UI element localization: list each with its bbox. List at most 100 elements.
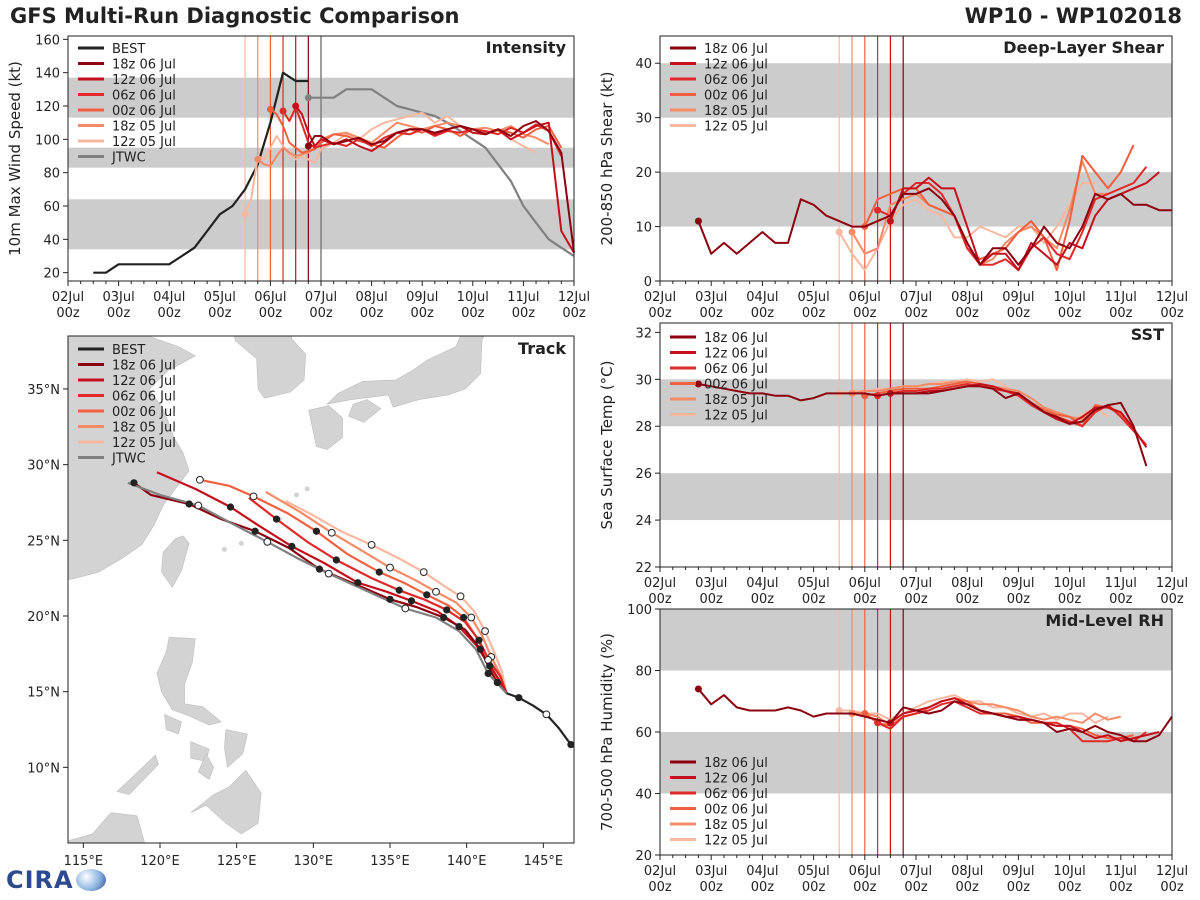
track-position-open-dot	[327, 528, 336, 537]
rh-ytick-label: 60	[635, 726, 652, 741]
track-position-open-dot	[456, 592, 465, 601]
sst-panel: 22242628303202Jul00z03Jul00z04Jul00z05Ju…	[598, 322, 1188, 607]
shear-series-start-dot	[848, 228, 856, 236]
rh-ytick-label: 40	[635, 788, 652, 803]
track-xtick-label: 125°E	[217, 854, 257, 869]
sst-xtick-date: 04Jul	[746, 576, 778, 591]
ryukyu-island	[238, 540, 244, 546]
track-position-open-dot	[194, 501, 203, 510]
track-position-dot	[407, 597, 416, 605]
sst-xtick-hour: 00z	[1160, 592, 1184, 607]
track-position-dot	[440, 613, 448, 622]
shear-xtick-hour: 00z	[751, 306, 775, 321]
sst-title: SST	[1131, 325, 1164, 344]
track-legend-label: 18z 06 Jul	[112, 359, 176, 374]
sst-xtick-date: 08Jul	[951, 576, 983, 591]
rh-legend-label: 18z 05 Jul	[704, 818, 768, 833]
palawan-landmass	[116, 754, 159, 795]
shear-xtick-hour: 00z	[1160, 306, 1184, 321]
sst-xtick-hour: 00z	[904, 592, 928, 607]
track-legend-label: 00z 06 Jul	[112, 405, 176, 420]
track-position-dot	[493, 678, 501, 687]
shear-xtick-date: 09Jul	[1002, 290, 1034, 305]
intensity-ytick-label: 160	[35, 33, 60, 48]
track-position-dot	[476, 645, 485, 653]
sst-xtick-date: 02Jul	[644, 576, 676, 591]
track-xtick-label: 130°E	[294, 854, 334, 869]
intensity-series-start-dot	[254, 155, 262, 163]
track-panel: 115°E 120°E 125°E 130°E 135°E 140°E 145°E 10°N 1…	[27, 335, 575, 869]
track-position-dot	[475, 636, 483, 644]
shear-ytick-label: 10	[635, 221, 652, 236]
rh-xtick-date: 10Jul	[1053, 864, 1085, 879]
intensity-ytick-label: 60	[43, 200, 60, 215]
rh-xtick-hour: 00z	[648, 880, 672, 895]
sst-legend-label: 18z 05 Jul	[704, 393, 768, 408]
rh-xtick-hour: 00z	[700, 880, 724, 895]
intensity-title: Intensity	[486, 38, 567, 57]
sst-ylabel: Sea Surface Temp (°C)	[598, 360, 616, 529]
sst-legend-label: 12z 05 Jul	[704, 409, 768, 424]
track-position-dot	[455, 622, 463, 631]
intensity-xtick-date: 10Jul	[457, 290, 489, 305]
track-xtick-label: 115°E	[64, 854, 104, 869]
track-position-open-dot	[367, 540, 376, 549]
intensity-ytick-label: 120	[35, 100, 60, 115]
intensity-xtick-hour: 00z	[562, 306, 586, 321]
logo-globe-icon	[75, 869, 106, 891]
intensity-ytick-label: 20	[43, 267, 60, 282]
sst-ytick-label: 32	[635, 326, 652, 341]
intensity-ytick-label: 40	[43, 233, 60, 248]
rh-xtick-hour: 00z	[1007, 880, 1031, 895]
sst-xtick-hour: 00z	[1058, 592, 1082, 607]
rh-series-start-dot	[694, 685, 702, 693]
borneo-landmass	[68, 812, 146, 843]
rh-ytick-label: 100	[627, 603, 652, 618]
shear-xtick-hour: 00z	[802, 306, 826, 321]
track-position-dot	[423, 591, 431, 599]
intensity-series-start-dot	[304, 142, 312, 150]
track-position-open-dot	[401, 604, 410, 613]
intensity-xtick-hour: 00z	[360, 306, 384, 321]
sst-xtick-hour: 00z	[956, 592, 980, 607]
track-position-open-dot	[324, 569, 333, 578]
shear-xtick-date: 03Jul	[695, 290, 727, 305]
sst-xtick-date: 03Jul	[695, 576, 727, 591]
rh-ytick-label: 80	[635, 665, 652, 680]
track-xtick-label: 120°E	[140, 854, 180, 869]
track-ytick-label: 10°N	[27, 761, 60, 776]
track-line	[127, 481, 508, 694]
rh-legend-label: 12z 05 Jul	[704, 834, 768, 849]
intensity-xtick-hour: 00z	[208, 306, 232, 321]
track-frame	[67, 335, 575, 844]
track-legend-label: 12z 06 Jul	[112, 374, 176, 389]
rh-xtick-hour: 00z	[956, 880, 980, 895]
intensity-xtick-date: 08Jul	[355, 290, 387, 305]
track-ytick-label: 35°N	[27, 383, 60, 398]
intensity-ylabel: 10m Max Wind Speed (kt)	[6, 61, 24, 256]
shear-ytick-label: 0	[644, 275, 652, 290]
rh-series-start-dot	[835, 706, 843, 714]
intensity-legend-label: BEST	[112, 42, 145, 57]
track-position-dot	[130, 479, 138, 487]
shear-xtick-hour: 00z	[1109, 306, 1133, 321]
rh-xtick-date: 09Jul	[1002, 864, 1034, 879]
shikoku-landmass	[348, 399, 382, 423]
sst-xtick-hour: 00z	[853, 592, 877, 607]
rh-legend-label: 00z 06 Jul	[704, 803, 768, 818]
sst-xtick-hour: 00z	[1007, 592, 1031, 607]
intensity-xtick-date: 12Jul	[558, 290, 590, 305]
shear-legend-label: 18z 06 Jul	[704, 42, 768, 57]
track-map-area	[68, 336, 574, 843]
shear-ytick-label: 20	[635, 166, 652, 181]
track-position-dot	[375, 568, 383, 576]
rh-legend-label: 06z 06 Jul	[704, 787, 768, 802]
rh-legend-label: 18z 06 Jul	[704, 756, 768, 771]
sst-legend-label: 12z 06 Jul	[704, 347, 768, 362]
shear-legend-label: 06z 06 Jul	[704, 73, 768, 88]
mindoro-landmass	[164, 713, 182, 735]
sst-xtick-hour: 00z	[700, 592, 724, 607]
sst-xtick-date: 05Jul	[797, 576, 829, 591]
mindanao-landmass	[190, 769, 262, 835]
